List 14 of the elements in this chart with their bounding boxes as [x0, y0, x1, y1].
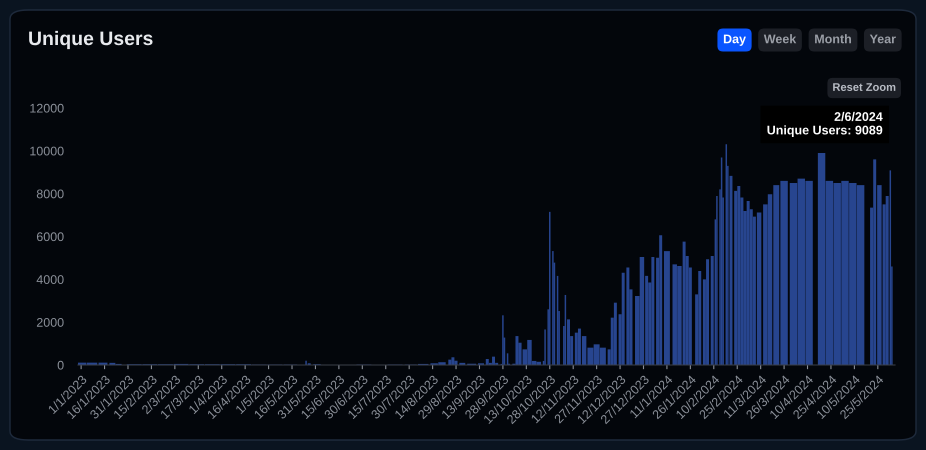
y-tick-label: 2000 — [36, 318, 64, 327]
y-tick-label: 12000 — [30, 104, 64, 113]
text: Week — [764, 34, 796, 44]
y-tick-label: 4000 — [36, 275, 64, 284]
y-tick-label: 0 — [58, 360, 64, 370]
text: Day — [724, 34, 746, 46]
text: Year — [870, 34, 896, 44]
text: Month — [815, 34, 851, 44]
y-tick-label: 6000 — [36, 232, 64, 242]
y-tick-label: 8000 — [36, 189, 64, 198]
chart-title: Unique Users — [29, 30, 153, 50]
text: Reset Zoom — [833, 83, 896, 91]
annotation: 2/6/2024 Unique Users: 9089 — [767, 112, 883, 137]
y-tick-label: 10000 — [30, 146, 64, 156]
